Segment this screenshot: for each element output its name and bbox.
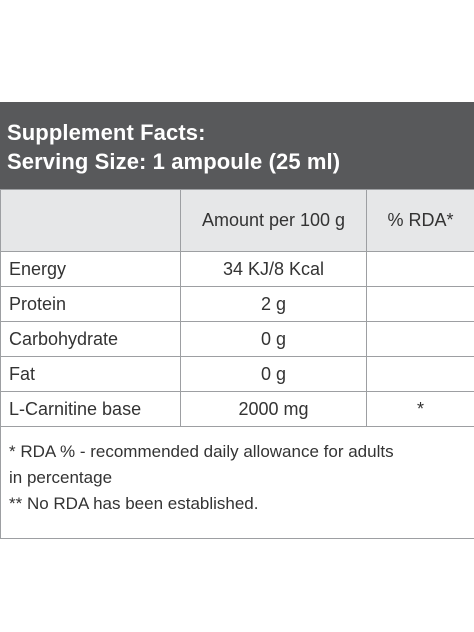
nutrient-name: Energy	[0, 251, 181, 287]
nutrient-name: L-Carnitine base	[0, 391, 181, 427]
column-header-amount: Amount per 100 g	[180, 189, 367, 252]
nutrient-rda	[366, 251, 474, 287]
supplement-facts-header: Supplement Facts: Serving Size: 1 ampoul…	[0, 102, 474, 189]
nutrient-name: Carbohydrate	[0, 321, 181, 357]
nutrient-amount: 0 g	[180, 356, 367, 392]
supplement-facts-panel: Supplement Facts: Serving Size: 1 ampoul…	[0, 102, 474, 539]
nutrient-rda	[366, 356, 474, 392]
panel-title: Supplement Facts:	[7, 120, 206, 145]
nutrient-amount: 2000 mg	[180, 391, 367, 427]
nutrient-rda	[366, 286, 474, 322]
table-row: Carbohydrate 0 g	[0, 321, 474, 357]
table-row: Protein 2 g	[0, 286, 474, 322]
nutrient-name: Fat	[0, 356, 181, 392]
nutrient-amount: 2 g	[180, 286, 367, 322]
nutrient-amount: 0 g	[180, 321, 367, 357]
footnote-rda-unit: in percentage	[9, 468, 113, 487]
footnote-no-rda: ** No RDA has been established.	[9, 494, 259, 513]
nutrient-amount: 34 KJ/8 Kcal	[180, 251, 367, 287]
table-row: L-Carnitine base 2000 mg *	[0, 391, 474, 427]
nutrient-rda: *	[366, 391, 474, 427]
table-row: Fat 0 g	[0, 356, 474, 392]
nutrient-rda	[366, 321, 474, 357]
table-header-row: Amount per 100 g % RDA*	[0, 189, 474, 252]
footnote-rda-definition: * RDA % - recommended daily allowance fo…	[9, 442, 394, 461]
nutrition-table: Amount per 100 g % RDA* Energy 34 KJ/8 K…	[0, 189, 474, 539]
column-header-nutrient	[0, 189, 181, 252]
footnote-cell: * RDA % - recommended daily allowance fo…	[0, 426, 474, 539]
nutrient-name: Protein	[0, 286, 181, 322]
column-header-rda: % RDA*	[366, 189, 474, 252]
footnote-row: * RDA % - recommended daily allowance fo…	[0, 426, 474, 539]
table-row: Energy 34 KJ/8 Kcal	[0, 251, 474, 287]
serving-size: Serving Size: 1 ampoule (25 ml)	[7, 149, 341, 174]
